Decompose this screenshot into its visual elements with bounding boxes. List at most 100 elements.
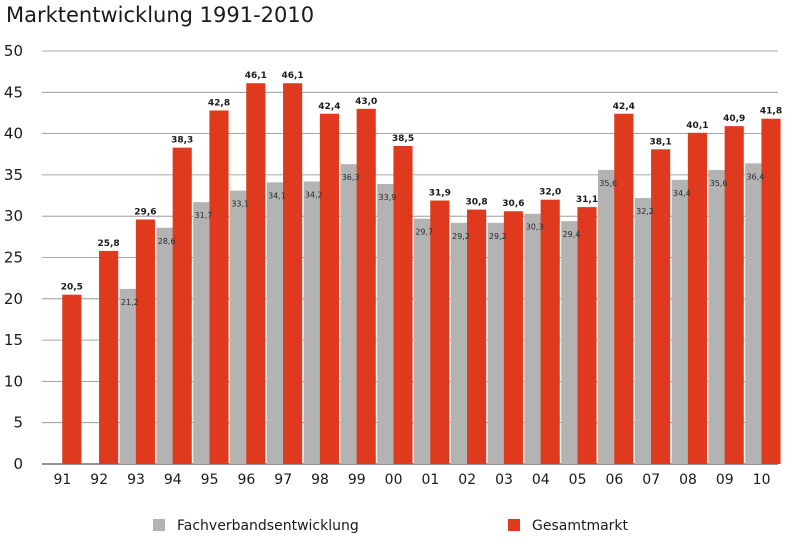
bar-gesamtmarkt [761,118,781,465]
bar-gesamtmarkt [430,200,450,465]
data-label-fachverband: 35,6 [599,179,617,188]
data-label-gesamtmarkt: 25,8 [97,239,119,249]
data-label-fachverband: 29,7 [415,228,433,237]
legend-swatch-gesamtmarkt [508,519,520,531]
legend-swatch-fachverband [153,519,165,531]
y-tick-label: 40 [4,125,23,143]
bar-gesamtmarkt [135,219,155,464]
data-label-gesamtmarkt: 40,9 [723,114,745,124]
y-tick-label: 50 [4,42,23,60]
data-label-gesamtmarkt: 41,8 [760,107,782,117]
data-label-gesamtmarkt: 30,6 [502,199,524,209]
bar-gesamtmarkt [540,199,560,464]
y-tick-label: 15 [4,331,23,349]
bars [62,83,781,465]
bar-gesamtmarkt [319,113,339,464]
data-label-gesamtmarkt: 38,3 [171,136,193,146]
data-labels: 20,5 25,8 21,2 29,6 28,6 38,3 31,7 42,8 33,1 46,1… [61,71,782,307]
legend-label-fachverband: Fachverbandsentwicklung [177,518,359,534]
bar-gesamtmarkt [614,113,634,464]
bar-gesamtmarkt [283,83,303,465]
data-label-gesamtmarkt: 46,1 [281,71,303,81]
data-label-fachverband: 35,6 [710,179,728,188]
bar-gesamtmarkt [99,250,119,464]
x-tick-label: 00 [385,472,403,488]
data-label-fachverband: 29,4 [563,230,581,239]
x-tick-label: 97 [274,472,292,488]
data-label-fachverband: 32,2 [636,207,654,216]
bar-gesamtmarkt [62,294,82,464]
x-tick-label: 07 [642,472,660,488]
data-label-gesamtmarkt: 43,0 [355,97,377,107]
x-tick-label: 05 [569,472,587,488]
x-tick-label: 91 [53,472,71,488]
bar-gesamtmarkt [209,110,229,465]
data-label-fachverband: 34,1 [268,191,286,200]
x-tick-label: 01 [421,472,439,488]
x-tick-label: 98 [311,472,329,488]
x-tick-label: 10 [753,472,771,488]
data-label-gesamtmarkt: 40,1 [686,121,708,131]
data-label-fachverband: 36,3 [342,173,360,182]
bar-gesamtmarkt [577,207,597,464]
data-label-gesamtmarkt: 42,8 [208,98,230,108]
data-label-gesamtmarkt: 30,8 [465,198,487,208]
y-tick-label: 45 [4,83,23,101]
data-label-fachverband: 29,2 [452,232,470,241]
legend: Fachverbandsentwicklung Gesamtmarkt [153,518,629,534]
bar-gesamtmarkt [393,145,413,465]
x-axis: 91 92 93 94 95 96 97 98 99 00 01 02 03 04 05 06 07 08 09 10 [53,472,770,488]
data-label-gesamtmarkt: 38,1 [649,137,671,147]
bar-gesamtmarkt [724,126,744,464]
data-label-fachverband: 28,6 [158,237,176,246]
bar-gesamtmarkt [356,108,376,464]
x-tick-label: 03 [495,472,513,488]
y-tick-label: 5 [13,414,23,432]
chart-title: Marktentwicklung 1991-2010 [6,3,314,27]
data-label-fachverband: 34,2 [305,191,323,200]
x-tick-label: 92 [90,472,108,488]
y-tick-label: 25 [4,249,23,267]
data-label-gesamtmarkt: 42,4 [613,102,635,112]
x-tick-label: 95 [201,472,219,488]
bar-gesamtmarkt [503,211,523,464]
data-label-fachverband: 33,9 [379,193,397,202]
data-label-fachverband: 31,7 [195,211,213,220]
y-tick-label: 0 [13,455,23,473]
data-label-fachverband: 33,1 [231,200,249,209]
data-label-fachverband: 36,4 [747,172,765,181]
y-tick-label: 35 [4,166,23,184]
bar-gesamtmarkt [467,209,487,464]
data-label-fachverband: 34,4 [673,189,691,198]
legend-label-gesamtmarkt: Gesamtmarkt [532,518,629,534]
x-tick-label: 96 [237,472,255,488]
y-tick-label: 10 [4,372,23,390]
x-tick-label: 04 [532,472,550,488]
data-label-gesamtmarkt: 46,1 [245,71,267,81]
bar-gesamtmarkt [246,83,266,465]
bar-gesamtmarkt [172,147,192,464]
data-label-gesamtmarkt: 31,1 [576,195,598,205]
x-tick-label: 94 [164,472,182,488]
data-label-fachverband: 21,2 [121,298,139,307]
x-tick-label: 02 [458,472,476,488]
y-tick-label: 30 [4,207,23,225]
data-label-gesamtmarkt: 42,4 [318,102,340,112]
bar-gesamtmarkt [687,132,707,465]
y-tick-label: 20 [4,290,23,308]
bar-gesamtmarkt [651,149,671,464]
x-tick-label: 93 [127,472,145,488]
x-tick-label: 08 [679,472,697,488]
y-axis: 0 5 10 15 20 25 30 35 40 45 50 [4,42,23,473]
data-label-gesamtmarkt: 20,5 [61,283,83,293]
data-label-gesamtmarkt: 32,0 [539,188,561,198]
x-tick-label: 06 [605,472,623,488]
data-label-fachverband: 29,2 [489,232,507,241]
data-label-fachverband: 30,3 [526,223,544,232]
data-label-gesamtmarkt: 29,6 [134,208,156,218]
x-tick-label: 09 [716,472,734,488]
x-tick-label: 99 [348,472,366,488]
data-label-gesamtmarkt: 31,9 [429,189,451,199]
data-label-gesamtmarkt: 38,5 [392,134,414,144]
